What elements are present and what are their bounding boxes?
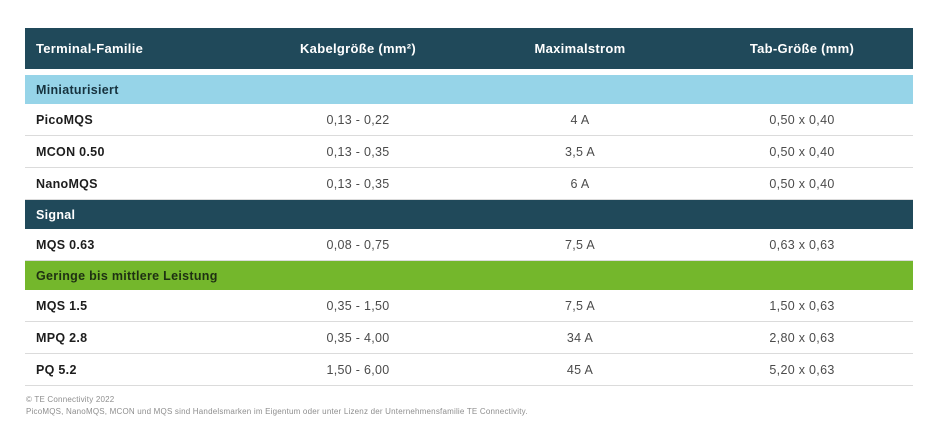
cell-max-current: 6 A <box>570 176 590 191</box>
cell-tab-size: 5,20 x 0,63 <box>769 362 835 377</box>
cell-terminal-family: PicoMQS <box>36 112 93 127</box>
cell-tab-size: 2,80 x 0,63 <box>769 330 835 345</box>
column-header-kabelgroesse: Kabelgröße (mm²) <box>299 41 417 56</box>
cell-tab-size: 0,50 x 0,40 <box>769 112 835 127</box>
section-title: Signal <box>36 207 76 222</box>
table-body: Miniaturisiert PicoMQS 0,13 - 0,22 4 A 0,50 … <box>25 75 913 386</box>
table-row: MCON 0.50 0,13 - 0,35 3,5 A 0,50 x 0,40 <box>25 136 913 168</box>
cell-max-current: 7,5 A <box>565 298 595 313</box>
table-row: MQS 0.63 0,08 - 0,75 7,5 A 0,63 x 0,63 <box>25 229 913 261</box>
cell-cable-size: 0,08 - 0,75 <box>326 237 390 252</box>
cell-tab-size: 0,50 x 0,40 <box>769 144 835 159</box>
cell-terminal-family: PQ 5.2 <box>36 362 77 377</box>
table-row: MQS 1.5 0,35 - 1,50 7,5 A 1,50 x 0,63 <box>25 290 913 322</box>
cell-max-current: 3,5 A <box>565 144 595 159</box>
cell-tab-size: 1,50 x 0,63 <box>769 298 835 313</box>
cell-terminal-family: MCON 0.50 <box>36 144 105 159</box>
table-row: NanoMQS 0,13 - 0,35 6 A 0,50 x 0,40 <box>25 168 913 200</box>
cell-tab-size: 0,63 x 0,63 <box>769 237 835 252</box>
section-title: Geringe bis mittlere Leistung <box>36 268 218 283</box>
cell-tab-size: 0,50 x 0,40 <box>769 176 835 191</box>
table-row: PQ 5.2 1,50 - 6,00 45 A 5,20 x 0,63 <box>25 354 913 386</box>
table-header-row: Terminal-Familie Kabelgröße (mm²) Maxima… <box>25 28 913 69</box>
section-header-bar: Signal <box>25 200 913 229</box>
header-gap <box>25 69 913 75</box>
table-row: PicoMQS 0,13 - 0,22 4 A 0,50 x 0,40 <box>25 104 913 136</box>
column-header-terminal-familie: Terminal-Familie <box>36 41 144 56</box>
table-row: MPQ 2.8 0,35 - 4,00 34 A 2,80 x 0,63 <box>25 322 913 354</box>
cell-terminal-family: NanoMQS <box>36 176 98 191</box>
cell-terminal-family: MQS 0.63 <box>36 237 95 252</box>
terminal-spec-table: Terminal-Familie Kabelgröße (mm²) Maxima… <box>25 28 913 386</box>
cell-max-current: 34 A <box>566 330 594 345</box>
cell-max-current: 4 A <box>570 112 590 127</box>
section-header-bar: Miniaturisiert <box>25 75 913 104</box>
cell-cable-size: 0,35 - 1,50 <box>326 298 390 313</box>
cell-max-current: 45 A <box>566 362 594 377</box>
cell-terminal-family: MQS 1.5 <box>36 298 88 313</box>
cell-cable-size: 1,50 - 6,00 <box>326 362 390 377</box>
section-title: Miniaturisiert <box>36 82 119 97</box>
cell-cable-size: 0,35 - 4,00 <box>326 330 390 345</box>
cell-cable-size: 0,13 - 0,35 <box>326 176 390 191</box>
column-header-maximalstrom: Maximalstrom <box>534 41 626 56</box>
footer: © TE Connectivity 2022 PicoMQS, NanoMQS,… <box>25 394 913 417</box>
column-header-tab-groesse: Tab-Größe (mm) <box>749 41 855 56</box>
cell-terminal-family: MPQ 2.8 <box>36 330 88 345</box>
section-header-bar: Geringe bis mittlere Leistung <box>25 261 913 290</box>
copyright-text: © TE Connectivity 2022 <box>26 395 115 404</box>
trademark-text: PicoMQS, NanoMQS, MCON und MQS sind Hand… <box>26 406 528 416</box>
cell-cable-size: 0,13 - 0,35 <box>326 144 390 159</box>
cell-cable-size: 0,13 - 0,22 <box>326 112 390 127</box>
cell-max-current: 7,5 A <box>565 237 595 252</box>
